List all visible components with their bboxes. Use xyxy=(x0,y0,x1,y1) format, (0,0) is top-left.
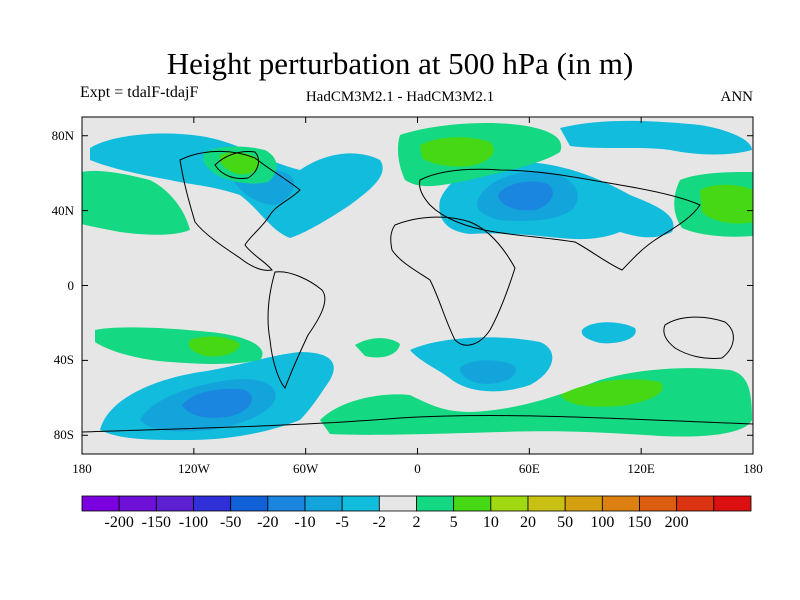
deep-core-eurasia xyxy=(498,181,553,211)
strong-positive-north-atlantic xyxy=(420,137,494,167)
deep-core-south-pacific xyxy=(182,388,252,418)
colorbar-swatch xyxy=(378,495,417,512)
colorbar-swatch xyxy=(564,495,603,512)
season-label: ANN xyxy=(720,89,754,105)
colorbar-label: -10 xyxy=(294,514,316,531)
colorbar-label: 150 xyxy=(627,514,652,531)
axis-ticks xyxy=(81,117,754,454)
colorbar-label: 10 xyxy=(482,514,499,531)
lat-tick-label: 80S xyxy=(53,427,74,443)
negative-region-arctic xyxy=(560,120,752,155)
strong-positive-southern-ocean xyxy=(560,379,663,407)
core-region-south-atlantic xyxy=(460,360,516,384)
lon-tick-label: 120E xyxy=(627,461,655,476)
colorbar-label: -5 xyxy=(335,514,349,531)
colorbar-swatch xyxy=(81,495,120,512)
colorbar-swatch xyxy=(639,495,678,512)
colorbar-swatch xyxy=(416,495,455,512)
colorbar-label: -200 xyxy=(104,514,134,531)
colorbar-swatch xyxy=(230,495,269,512)
lat-tick-label: 40N xyxy=(51,202,74,218)
lon-tick-label: 180 xyxy=(743,461,763,476)
strong-positive-greenland xyxy=(219,152,261,175)
colorbar-label: 200 xyxy=(664,514,689,531)
colorbar-label: -20 xyxy=(257,514,279,531)
colorbar-swatch xyxy=(267,495,306,512)
colorbar-swatch xyxy=(601,495,640,512)
positive-region-south-atlantic-east xyxy=(355,338,400,358)
lon-tick-label: 0 xyxy=(414,461,421,476)
colorbar-swatch xyxy=(304,495,343,512)
lon-tick-label: 180 xyxy=(72,461,92,476)
colorbar-swatch xyxy=(118,495,157,512)
colorbar-swatch xyxy=(341,495,380,512)
colorbar-swatch xyxy=(527,495,566,512)
contour-fills xyxy=(82,120,753,440)
plot-title: Height perturbation at 500 hPa (in m) xyxy=(166,46,634,81)
colorbar-swatch xyxy=(713,495,752,512)
colorbar-swatch xyxy=(155,495,194,512)
coastlines xyxy=(82,150,753,433)
strong-positive-south-pacific xyxy=(188,336,240,357)
colorbar-label: -150 xyxy=(141,514,171,531)
colorbar-swatch xyxy=(490,495,529,512)
lat-tick-label: 80N xyxy=(51,127,74,143)
lon-tick-label: 60E xyxy=(518,461,540,476)
negative-region-north-america xyxy=(90,133,383,238)
colorbar-swatch xyxy=(193,495,232,512)
colorbar-label: 20 xyxy=(520,514,536,531)
colorbar-swatch xyxy=(453,495,492,512)
colorbar-label: 100 xyxy=(590,514,615,531)
colorbar-label: 5 xyxy=(449,514,458,531)
model-label: HadCM3M2.1 - HadCM3M2.1 xyxy=(305,89,495,105)
lat-tick-label: 0 xyxy=(67,277,75,293)
negative-region-indian-ocean xyxy=(581,322,636,344)
strong-positive-north-pacific xyxy=(700,184,753,224)
colorbar-label: 50 xyxy=(557,514,574,531)
experiment-label: Expt = tdalF-tdajF xyxy=(80,84,199,101)
positive-region-north-pacific-west xyxy=(82,170,190,235)
colorbar-label: 2 xyxy=(412,514,421,531)
colorbar xyxy=(81,495,752,512)
colorbar-label: -100 xyxy=(178,514,209,531)
colorbar-label: -50 xyxy=(219,514,242,531)
colorbar-label: -2 xyxy=(372,514,386,531)
lon-tick-label: 60W xyxy=(293,461,319,476)
lat-tick-label: 40S xyxy=(53,352,74,368)
lon-tick-label: 120W xyxy=(177,461,210,476)
colorbar-swatch xyxy=(676,495,715,512)
